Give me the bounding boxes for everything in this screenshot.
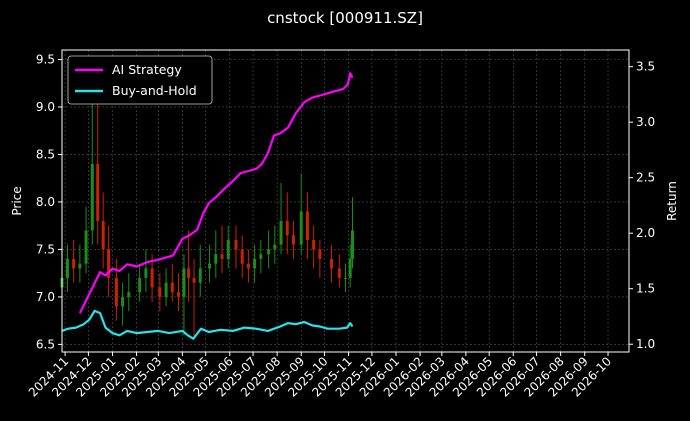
y2-axis-label: Return <box>665 181 679 221</box>
y-tick-label: 8.5 <box>36 147 55 161</box>
y-axis-left: 6.5 7.0 7.5 8.0 8.5 9.0 9.5 <box>36 52 62 351</box>
candle-body <box>164 282 168 297</box>
candle-body <box>312 239 316 250</box>
y-tick-label: 6.5 <box>36 337 55 351</box>
candle-body <box>318 249 322 259</box>
candle-body <box>220 254 224 259</box>
candle-body <box>78 263 82 269</box>
candle-body <box>299 211 303 245</box>
y-tick-label: 8.0 <box>36 195 55 209</box>
candle-body <box>72 258 76 269</box>
candle-body <box>150 268 154 288</box>
y-axis-right: 1.0 1.5 2.0 2.5 3.0 3.5 <box>629 60 655 351</box>
series-lines <box>61 72 354 340</box>
candle-body <box>114 277 118 307</box>
candle-body <box>350 230 354 259</box>
y2-tick-label: 1.5 <box>636 282 655 296</box>
plot-frame <box>61 49 630 353</box>
candle-body <box>170 282 174 293</box>
candle-body <box>330 258 334 269</box>
candle-body <box>344 277 347 279</box>
candle-body <box>84 230 88 264</box>
candle-body <box>182 268 186 297</box>
series-line-buy-and-hold <box>61 309 354 340</box>
legend: AI Strategy Buy-and-Hold <box>67 55 213 105</box>
candle-body <box>226 239 230 259</box>
candle-body <box>305 211 309 240</box>
y-tick-label: 9.0 <box>36 100 55 114</box>
y2-tick-label: 2.5 <box>636 171 655 185</box>
candle-body <box>127 292 131 297</box>
candle-body <box>348 258 352 278</box>
y2-tick-label: 1.0 <box>636 337 655 351</box>
candle-body <box>192 277 196 283</box>
y2-tick-label: 3.0 <box>636 115 655 129</box>
candle-body <box>273 244 277 250</box>
legend-box <box>67 55 213 105</box>
legend-label-buy-and-hold: Buy-and-Hold <box>112 83 197 98</box>
candle-body <box>267 249 271 255</box>
candle-body <box>285 220 289 236</box>
y-tick-label: 7.0 <box>36 290 55 304</box>
candle-body <box>234 239 238 250</box>
series-line-ai-strategy <box>78 72 354 314</box>
candle-body <box>214 254 218 264</box>
y-tick-label: 7.5 <box>36 242 55 256</box>
candle-body <box>144 268 148 278</box>
candle-body <box>101 220 105 250</box>
candle-body <box>121 296 125 307</box>
candle-body <box>90 163 94 231</box>
candle-body <box>158 287 162 297</box>
y2-tick-label: 3.5 <box>636 60 655 74</box>
candle-body <box>198 268 202 283</box>
candle-body <box>65 258 69 278</box>
candle-body <box>253 258 257 269</box>
candle-body <box>177 292 181 297</box>
candle-body <box>240 249 244 264</box>
y2-tick-label: 2.0 <box>636 226 655 240</box>
candle-body <box>279 220 283 245</box>
candlesticks <box>60 68 354 340</box>
candle-body <box>246 263 250 269</box>
candle-body <box>187 268 191 278</box>
candle-body <box>259 254 263 259</box>
y-tick-label: 9.5 <box>36 52 55 66</box>
y-axis-label: Price <box>10 186 24 215</box>
candle-body <box>138 277 142 293</box>
candle-body <box>291 235 295 245</box>
chart-title: cnstock [000911.SZ] <box>267 9 423 27</box>
candle-body <box>337 268 341 278</box>
candle-body <box>96 163 100 221</box>
candle-body <box>107 249 111 278</box>
grid <box>62 50 629 352</box>
legend-label-ai-strategy: AI Strategy <box>112 62 182 77</box>
candle-body <box>208 263 212 269</box>
